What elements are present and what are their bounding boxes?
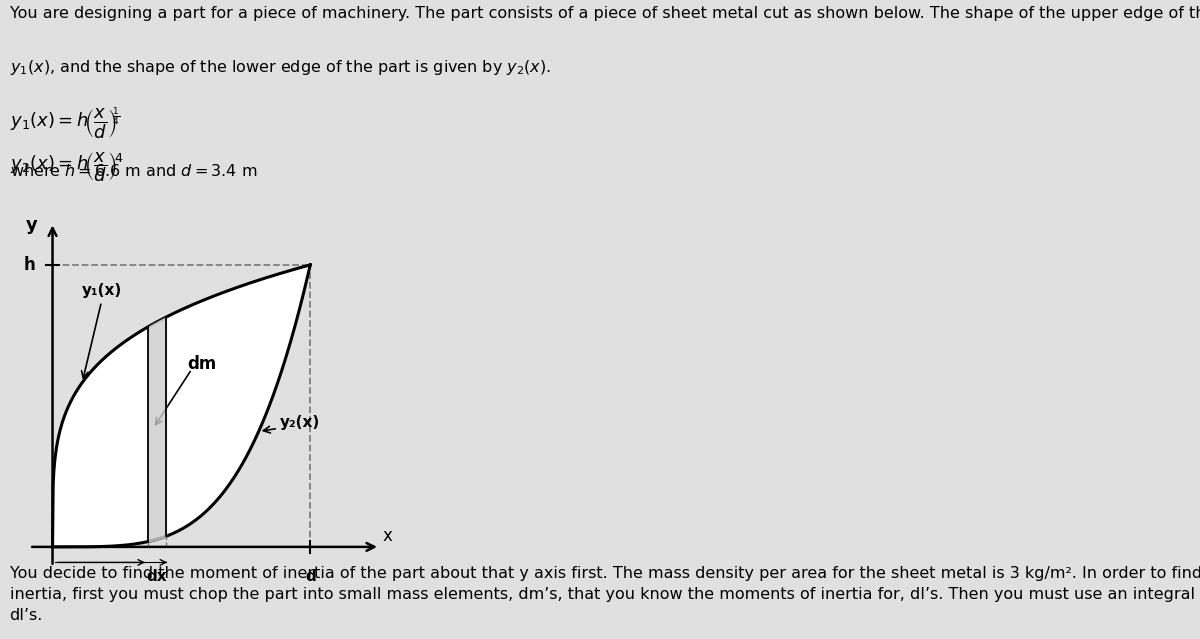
Text: where $h = 6.6$ m and $d = 3.4$ m: where $h = 6.6$ m and $d = 3.4$ m [10, 163, 257, 179]
Text: You are designing a part for a piece of machinery. The part consists of a piece : You are designing a part for a piece of … [10, 6, 1200, 21]
Text: You decide to find the moment of inertia of the part about that y axis first. Th: You decide to find the moment of inertia… [10, 566, 1200, 622]
Text: y: y [26, 217, 37, 235]
Text: d: d [305, 569, 316, 583]
Text: $y_1(x)$, and the shape of the lower edge of the part is given by $y_2(x)$.: $y_1(x)$, and the shape of the lower edg… [10, 58, 551, 77]
Text: x: x [383, 527, 392, 544]
Text: y₁(x): y₁(x) [82, 282, 121, 298]
Text: dm: dm [187, 355, 217, 373]
Text: h: h [24, 256, 35, 274]
Text: $y_1(x) = h\!\left(\dfrac{x}{d}\right)^{\!\!\frac{1}{4}}$: $y_1(x) = h\!\left(\dfrac{x}{d}\right)^{… [10, 105, 120, 141]
Text: y₂(x): y₂(x) [280, 415, 319, 430]
Text: dx: dx [146, 569, 167, 583]
Text: $y_2(x) = h\!\left(\dfrac{x}{d}\right)^{\!4}$: $y_2(x) = h\!\left(\dfrac{x}{d}\right)^{… [10, 150, 124, 184]
